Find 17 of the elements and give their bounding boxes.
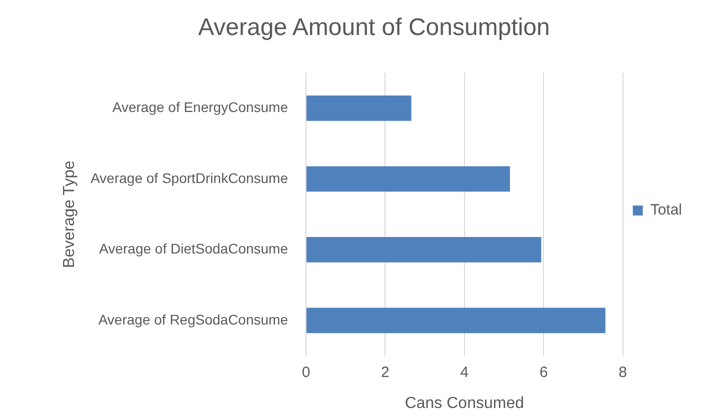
chart-title: Average Amount of Consumption	[198, 14, 550, 42]
x-axis-title: Cans Consumed	[404, 394, 524, 412]
x-tick-label: 8	[618, 364, 627, 381]
bar	[306, 95, 412, 121]
legend-label: Total	[650, 202, 682, 219]
y-axis-title: Beverage Type	[61, 160, 78, 268]
y-tick-label: Average of RegSodaConsume	[98, 311, 288, 328]
y-tick-label: Average of SportDrinkConsume	[90, 170, 288, 186]
x-tick-label: 0	[302, 364, 310, 381]
x-tick-label: 6	[539, 364, 548, 381]
x-tick-label: 2	[381, 364, 390, 381]
y-tick-label: Average of EnergyConsume	[112, 99, 288, 116]
bar	[306, 166, 510, 192]
y-tick-label: Average of DietSodaConsume	[99, 240, 288, 257]
bar	[306, 236, 542, 262]
bar	[306, 308, 606, 334]
x-tick-label: 4	[460, 364, 469, 381]
